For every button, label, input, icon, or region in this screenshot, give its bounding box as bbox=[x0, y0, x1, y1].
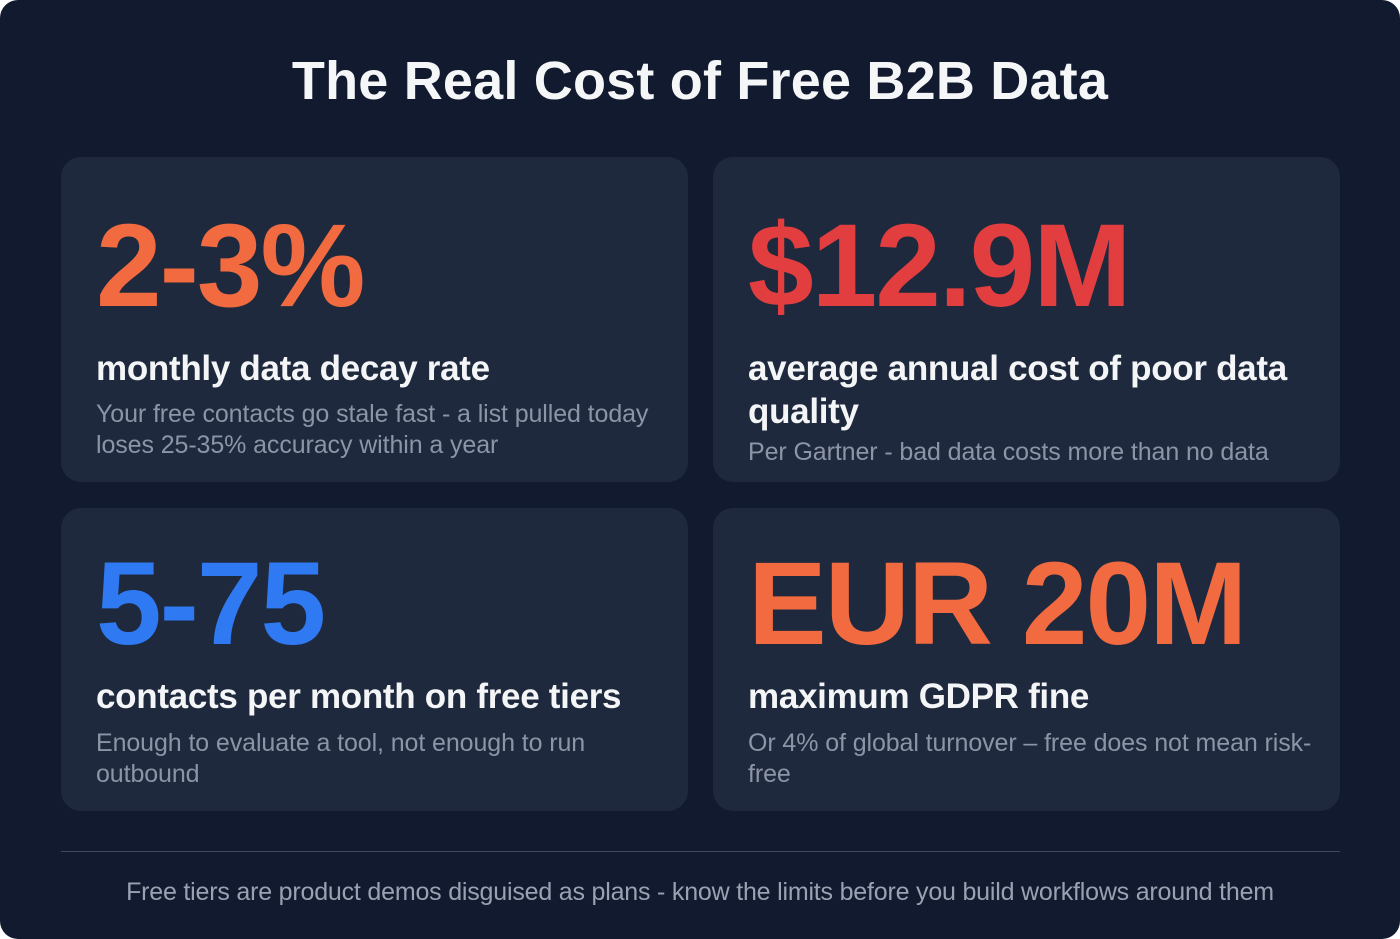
stat-card-poor-data-cost: $12.9M average annual cost of poor data … bbox=[713, 157, 1340, 482]
stat-card-free-tier-contacts: 5-75 contacts per month on free tiers En… bbox=[61, 508, 688, 811]
stat-label: monthly data decay rate bbox=[96, 349, 490, 388]
footer-divider bbox=[61, 851, 1340, 852]
footer-note: Free tiers are product demos disguised a… bbox=[126, 878, 1274, 906]
stat-description: Per Gartner - bad data costs more than n… bbox=[748, 438, 1269, 466]
stat-value: EUR 20M bbox=[748, 538, 1247, 670]
stat-label: average annual cost of poor data quality bbox=[748, 349, 1287, 431]
stat-description: Enough to evaluate a tool, not enough to… bbox=[96, 729, 586, 788]
stat-card-gdpr-fine: EUR 20M maximum GDPR fine Or 4% of globa… bbox=[713, 508, 1340, 811]
stat-description: Or 4% of global turnover – free does not… bbox=[748, 729, 1312, 788]
stat-value: $12.9M bbox=[748, 200, 1132, 332]
page-title: The Real Cost of Free B2B Data bbox=[291, 51, 1109, 111]
stat-description: Your free contacts go stale fast - a lis… bbox=[96, 400, 649, 459]
stat-label: maximum GDPR fine bbox=[748, 677, 1090, 716]
stat-card-decay-rate: 2-3% monthly data decay rate Your free c… bbox=[61, 157, 688, 482]
stat-label: contacts per month on free tiers bbox=[96, 677, 622, 716]
stat-value: 5-75 bbox=[96, 538, 326, 670]
stat-value: 2-3% bbox=[96, 200, 365, 332]
